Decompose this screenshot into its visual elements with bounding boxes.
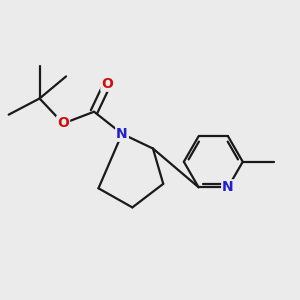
Text: N: N bbox=[222, 180, 234, 194]
Text: O: O bbox=[57, 116, 69, 130]
Text: N: N bbox=[116, 127, 128, 141]
Text: O: O bbox=[101, 77, 113, 91]
